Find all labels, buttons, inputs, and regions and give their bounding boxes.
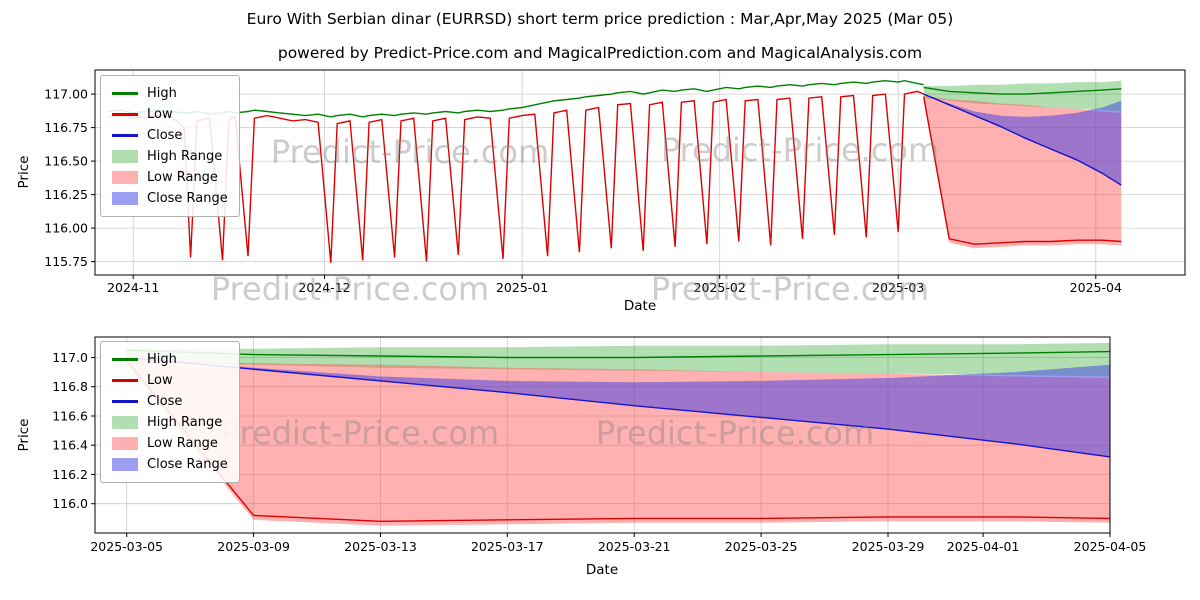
svg-text:2025-03-21: 2025-03-21 <box>598 539 671 554</box>
svg-text:116.75: 116.75 <box>44 120 88 135</box>
legend-item-low-range: Low Range <box>112 167 228 188</box>
svg-text:2024-11: 2024-11 <box>107 280 159 295</box>
svg-text:116.00: 116.00 <box>44 221 88 236</box>
svg-text:2025-03: 2025-03 <box>872 280 924 295</box>
svg-text:116.2: 116.2 <box>52 467 88 482</box>
svg-text:116.25: 116.25 <box>44 187 88 202</box>
high-line-swatch <box>112 92 138 95</box>
svg-text:116.4: 116.4 <box>52 438 88 453</box>
svg-text:2025-03-25: 2025-03-25 <box>725 539 798 554</box>
svg-text:2025-03-29: 2025-03-29 <box>852 539 925 554</box>
svg-text:116.0: 116.0 <box>52 496 88 511</box>
close-line-swatch <box>112 400 138 403</box>
high-range-swatch <box>112 150 138 163</box>
legend-item-close: Close <box>112 125 228 146</box>
svg-text:2025-03-17: 2025-03-17 <box>471 539 544 554</box>
legend-item-high-range: High Range <box>112 412 228 433</box>
svg-text:2024-12: 2024-12 <box>298 280 350 295</box>
low-range-swatch <box>112 437 138 450</box>
legend-item-high: High <box>112 349 228 370</box>
chart-subtitle: powered by Predict-Price.com and Magical… <box>277 44 923 62</box>
close-range-swatch <box>112 192 138 205</box>
svg-text:2025-02: 2025-02 <box>694 280 746 295</box>
bottom-chart-ylabel: Price <box>16 418 32 452</box>
svg-text:2025-01: 2025-01 <box>496 280 548 295</box>
top-chart-xlabel: Date <box>623 298 657 314</box>
bottom-chart-xlabel: Date <box>585 562 619 578</box>
svg-text:2025-04: 2025-04 <box>1070 280 1122 295</box>
svg-text:116.6: 116.6 <box>52 409 88 424</box>
bottom-chart-legend: High Low Close High Range Low Range Clos… <box>100 341 240 483</box>
bottom-chart-canvas: 2025-03-05 2025-03-09 2025-03-13 2025-03-17… <box>52 336 1147 554</box>
legend-item-high: High <box>112 83 228 104</box>
legend-item-close-range: Close Range <box>112 454 228 475</box>
legend-item-close: Close <box>112 391 228 412</box>
low-range-swatch <box>112 171 138 184</box>
legend-item-low: Low <box>112 104 228 125</box>
svg-text:116.8: 116.8 <box>52 379 88 394</box>
legend-item-close-range: Close Range <box>112 188 228 209</box>
low-line-swatch <box>112 113 138 116</box>
top-chart-legend: High Low Close High Range Low Range Clos… <box>100 75 240 217</box>
svg-text:2025-03-05: 2025-03-05 <box>90 539 163 554</box>
page-title: Euro With Serbian dinar (EURRSD) short t… <box>246 10 954 28</box>
svg-text:117.00: 117.00 <box>44 87 88 102</box>
legend-item-low: Low <box>112 370 228 391</box>
top-chart-canvas: 2024-11 2024-12 2025-01 2025-02 2025-03 2025-… <box>44 69 1186 295</box>
close-line-swatch <box>112 134 138 137</box>
high-range-swatch <box>112 416 138 429</box>
svg-text:115.75: 115.75 <box>44 254 88 269</box>
close-range-swatch <box>112 458 138 471</box>
svg-text:116.50: 116.50 <box>44 154 88 169</box>
legend-item-high-range: High Range <box>112 146 228 167</box>
svg-text:2025-04-01: 2025-04-01 <box>947 539 1020 554</box>
svg-text:2025-04-05: 2025-04-05 <box>1074 539 1147 554</box>
high-line-swatch <box>112 358 138 361</box>
low-line-swatch <box>112 379 138 382</box>
svg-text:117.0: 117.0 <box>52 350 88 365</box>
legend-item-low-range: Low Range <box>112 433 228 454</box>
svg-text:2025-03-13: 2025-03-13 <box>344 539 417 554</box>
top-chart-ylabel: Price <box>16 155 32 189</box>
svg-text:2025-03-09: 2025-03-09 <box>217 539 290 554</box>
